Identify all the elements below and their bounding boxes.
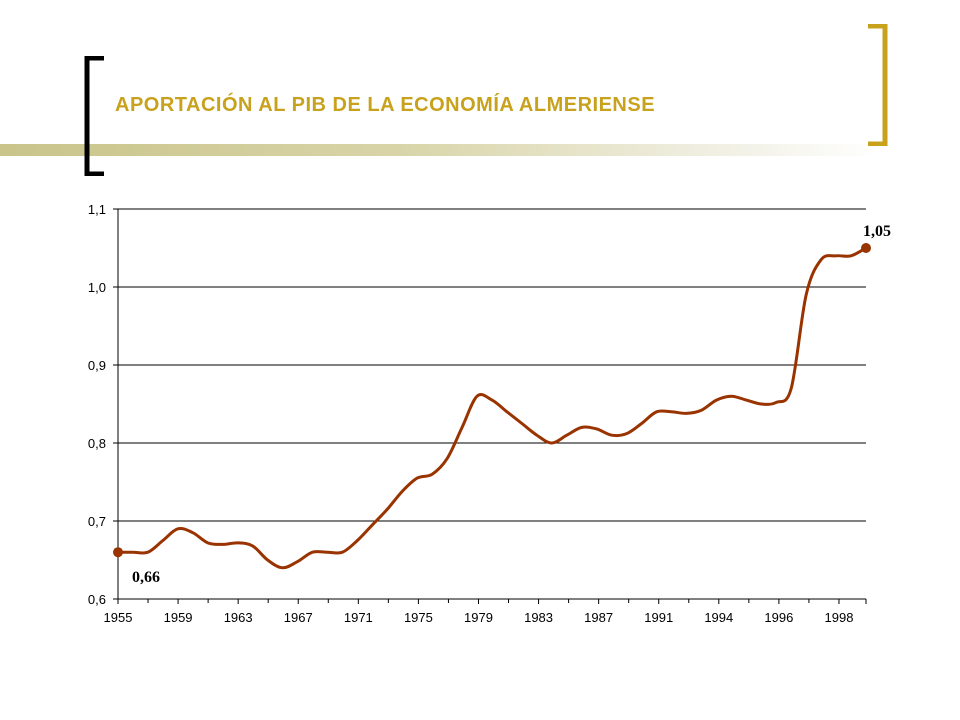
y-tick-label: 1,0 (88, 280, 106, 295)
x-tick-label: 1959 (164, 610, 193, 625)
y-tick-label: 0,6 (88, 592, 106, 607)
x-tick-label: 1963 (224, 610, 253, 625)
decorative-band (0, 144, 880, 156)
x-tick-label: 1996 (764, 610, 793, 625)
y-tick-label: 0,7 (88, 514, 106, 529)
series-line (118, 246, 867, 570)
x-tick-label: 1991 (644, 610, 673, 625)
x-tick-label: 1971 (344, 610, 373, 625)
x-tick-label: 1994 (704, 610, 733, 625)
end-data-label: 1,05 (863, 223, 891, 240)
left-bracket-icon (84, 56, 104, 176)
right-bracket-icon (868, 24, 888, 146)
y-tick-label: 1,1 (88, 202, 106, 217)
x-tick-label: 1975 (404, 610, 433, 625)
start-data-label: 0,66 (132, 569, 160, 586)
slide-title: APORTACIÓN AL PIB DE LA ECONOMÍA ALMERIE… (115, 94, 656, 116)
x-tick-label: 1983 (524, 610, 553, 625)
x-tick-label: 1967 (284, 610, 313, 625)
y-tick-label: 0,8 (88, 436, 106, 451)
x-tick-label: 1955 (104, 610, 133, 625)
y-tick-label: 0,9 (88, 358, 106, 373)
x-tick-label: 1998 (825, 610, 854, 625)
start-point-marker (113, 547, 123, 558)
x-tick-label: 1979 (464, 610, 493, 625)
end-point-marker (861, 243, 871, 253)
x-tick-label: 1987 (584, 610, 613, 625)
